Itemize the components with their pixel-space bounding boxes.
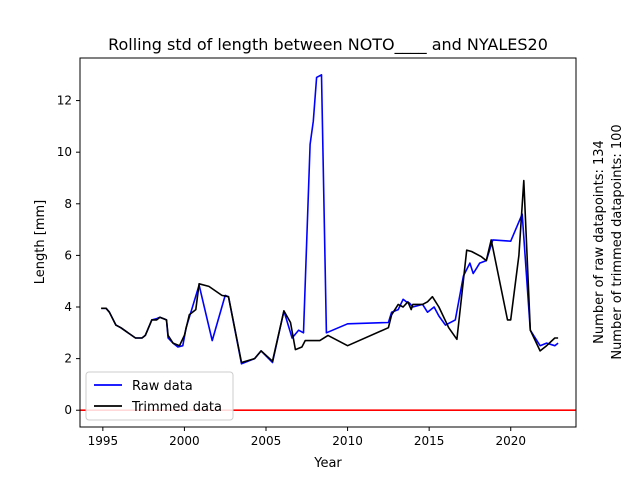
- legend: Raw data Trimmed data: [85, 371, 234, 421]
- axes-frame: [79, 57, 577, 428]
- legend-label-trimmed: Trimmed data: [131, 400, 222, 415]
- y-tick-label: 10: [57, 145, 72, 159]
- y-tick-label: 2: [64, 352, 72, 366]
- x-tick-label: 1995: [88, 434, 119, 448]
- y-axis-label: Length [mm]: [33, 200, 48, 284]
- y-tick-label: 4: [64, 300, 72, 314]
- x-tick-label: 2005: [251, 434, 282, 448]
- side-annotation-raw-count: Number of raw datapoints: 134: [592, 140, 607, 344]
- y-tick-label: 12: [57, 94, 72, 108]
- chart-title: Rolling std of length between NOTO____ a…: [108, 35, 548, 55]
- plot-area: [79, 57, 577, 428]
- legend-box: [85, 371, 234, 421]
- y-axis-ticks: 0 2 4 6 8 10 12: [57, 94, 80, 417]
- series-line-trimmed-data: [101, 179, 559, 364]
- y-tick-label: 6: [64, 248, 72, 262]
- x-axis-ticks: 1995 2000 2005 2010 2015 2020: [88, 427, 526, 448]
- series-layer: [101, 74, 559, 365]
- axes-background: [80, 58, 576, 427]
- x-tick-label: 2000: [169, 434, 200, 448]
- legend-label-raw: Raw data: [132, 379, 193, 394]
- x-axis-label: Year: [313, 456, 342, 471]
- y-tick-label: 0: [64, 403, 72, 417]
- y-tick-label: 8: [64, 197, 72, 211]
- x-tick-label: 2010: [332, 434, 363, 448]
- x-tick-label: 2020: [495, 434, 526, 448]
- side-annotation-trimmed-count: Number of trimmed datapoints: 100: [610, 124, 625, 359]
- x-tick-label: 2015: [414, 434, 445, 448]
